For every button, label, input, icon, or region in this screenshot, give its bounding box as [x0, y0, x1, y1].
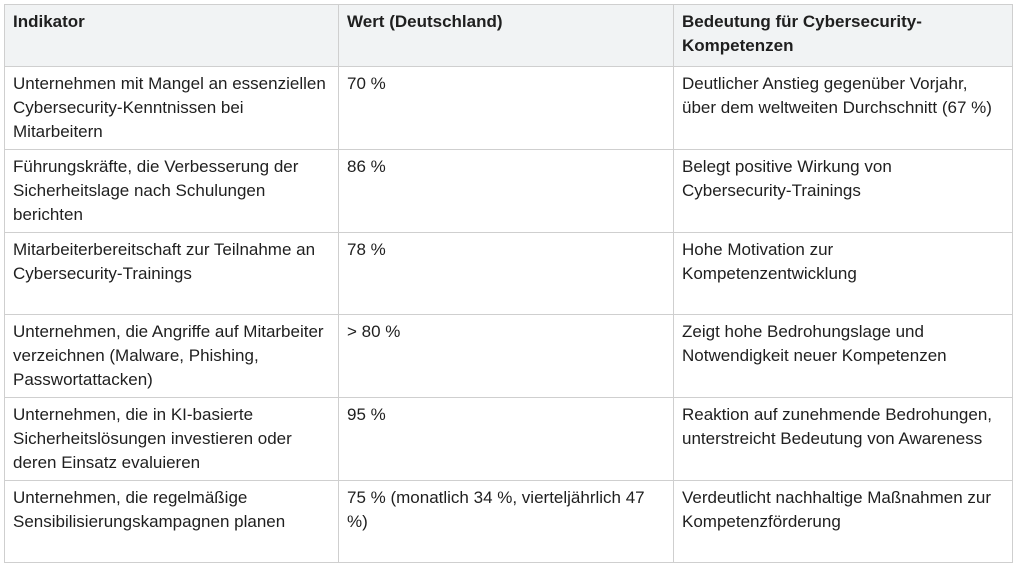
table-cell: Hohe Motivation zur Kompetenzentwicklung: [673, 232, 1013, 315]
header-cell: Bedeutung für Cybersecurity-Kompetenzen: [673, 4, 1013, 67]
table-cell: Unternehmen, die Angriffe auf Mitarbeite…: [4, 314, 339, 398]
table-cell: Belegt positive Wirkung von Cybersecurit…: [673, 149, 1013, 233]
table-cell: Führungskräfte, die Verbesserung der Sic…: [4, 149, 339, 233]
header-cell: Indikator: [4, 4, 339, 67]
table-cell: Reaktion auf zunehmende Bedrohungen, unt…: [673, 397, 1013, 481]
table-cell: 70 %: [338, 66, 674, 150]
header-row: Indikator Wert (Deutschland) Bedeutung für…: [4, 4, 1013, 67]
data-table: Indikator Wert (Deutschland) Bedeutung für…: [4, 4, 1013, 563]
table-row: Unternehmen, die regelmäßige Sensibilisi…: [4, 480, 1013, 563]
table-cell: Mitarbeiterbereitschaft zur Teilnahme an…: [4, 232, 339, 315]
table-cell: 75 % (monatlich 34 %, vierteljährlich 47…: [338, 480, 674, 563]
table-cell: Verdeutlicht nachhaltige Maßnahmen zur K…: [673, 480, 1013, 563]
table-cell: 78 %: [338, 232, 674, 315]
table-cell: Unternehmen, die regelmäßige Sensibilisi…: [4, 480, 339, 563]
table-row: Unternehmen, die in KI-basierte Sicherhe…: [4, 397, 1013, 481]
table-cell: Deutlicher Anstieg gegenüber Vorjahr, üb…: [673, 66, 1013, 150]
table-cell: Zeigt hohe Bedrohungslage und Notwendigk…: [673, 314, 1013, 398]
table-row: Unternehmen mit Mangel an essenziellen C…: [4, 66, 1013, 150]
table-row: Führungskräfte, die Verbesserung der Sic…: [4, 149, 1013, 233]
table-row: Unternehmen, die Angriffe auf Mitarbeite…: [4, 314, 1013, 398]
table-row: Mitarbeiterbereitschaft zur Teilnahme an…: [4, 232, 1013, 315]
table-cell: 86 %: [338, 149, 674, 233]
table-cell: Unternehmen mit Mangel an essenziellen C…: [4, 66, 339, 150]
table-cell: Unternehmen, die in KI-basierte Sicherhe…: [4, 397, 339, 481]
table-cell: > 80 %: [338, 314, 674, 398]
table-body: Unternehmen mit Mangel an essenziellen C…: [4, 66, 1013, 563]
table-cell: 95 %: [338, 397, 674, 481]
header-cell: Wert (Deutschland): [338, 4, 674, 67]
